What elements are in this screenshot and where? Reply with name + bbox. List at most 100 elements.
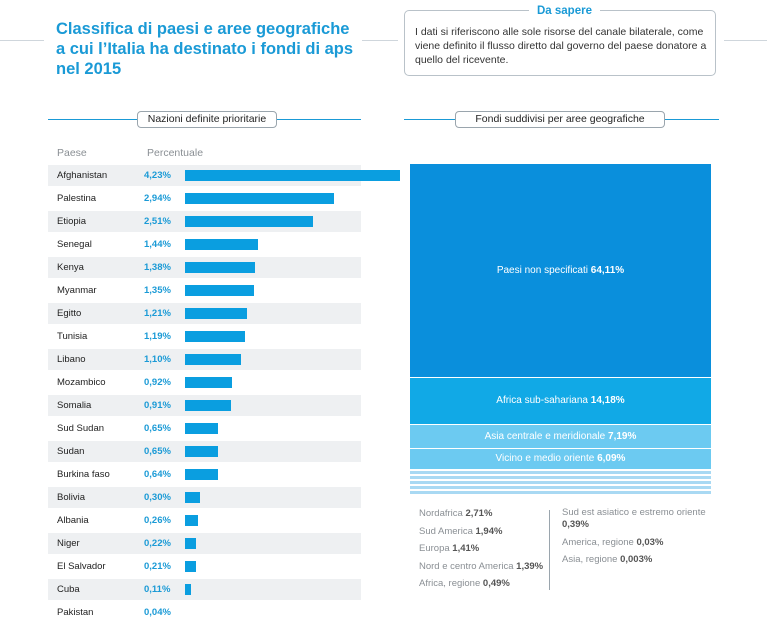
- bar-row: Etiopia 2,51%: [48, 211, 361, 232]
- country-label: Burkina faso: [57, 469, 110, 480]
- bar-row: Albania 0,26%: [48, 510, 361, 531]
- section-label-right: Fondi suddivisi per aree geografiche: [455, 111, 665, 128]
- legend-item: Africa, regione 0,49%: [419, 578, 510, 590]
- treemap-area-value: 14,18%: [590, 395, 625, 406]
- treemap-area-name: Africa sub-sahariana: [496, 395, 591, 406]
- country-label: Somalia: [57, 400, 92, 411]
- percent-label: 1,19%: [144, 331, 171, 342]
- legend-item: Asia, regione 0,003%: [562, 554, 722, 566]
- legend-area-name: Africa, regione: [419, 578, 483, 589]
- legend-divider: [549, 510, 550, 590]
- treemap-label: Vicino e medio oriente 6,09%: [410, 453, 711, 465]
- bar: [185, 538, 196, 549]
- country-label: Bolivia: [57, 492, 85, 503]
- legend-item: Nordafrica 2,71%: [419, 508, 492, 520]
- country-label: Sud Sudan: [57, 423, 105, 434]
- percent-label: 2,51%: [144, 216, 171, 227]
- country-label: Palestina: [57, 193, 97, 204]
- bar: [185, 170, 400, 181]
- country-label: Albania: [57, 515, 89, 526]
- percent-label: 1,21%: [144, 308, 171, 319]
- bar-row: Kenya 1,38%: [48, 257, 361, 278]
- percent-label: 4,23%: [144, 170, 171, 181]
- legend-item: Europa 1,41%: [419, 543, 479, 555]
- country-label: Tunisia: [57, 331, 88, 342]
- percent-label: 2,94%: [144, 193, 171, 204]
- percent-label: 0,92%: [144, 377, 171, 388]
- column-header-country: Paese: [57, 147, 87, 159]
- bar-row: Afghanistan 4,23%: [48, 165, 400, 186]
- bar-row: El Salvador 0,21%: [48, 556, 361, 577]
- bar: [185, 262, 255, 273]
- treemap-strip: [410, 491, 711, 494]
- treemap-area-value: 6,09%: [597, 453, 626, 464]
- legend-area-value: 1,39%: [516, 560, 544, 572]
- percent-label: 0,22%: [144, 538, 171, 549]
- legend-area-value: 0,03%: [636, 537, 664, 548]
- title-rule: [0, 40, 44, 41]
- bar: [185, 515, 198, 526]
- country-label: Sudan: [57, 446, 85, 457]
- treemap-area-name: Paesi non specificati: [496, 264, 591, 276]
- legend-area-name: America, regione: [562, 537, 637, 548]
- legend-item: Sud est asiatico e estremo oriente 0,39%: [562, 507, 722, 531]
- percent-label: 0,26%: [144, 515, 171, 526]
- bar-row: Cuba 0,11%: [48, 579, 361, 600]
- country-label: Egitto: [57, 308, 82, 319]
- bar: [185, 216, 313, 227]
- bar-row: Burkina faso 0,64%: [48, 464, 361, 485]
- bar: [185, 239, 258, 250]
- legend-area-name: Sud est asiatico e estremo oriente: [562, 507, 706, 518]
- percent-label: 1,38%: [144, 262, 171, 273]
- legend-item: Sud America 1,94%: [419, 526, 502, 538]
- bar: [185, 446, 218, 457]
- bar: [185, 492, 200, 503]
- bar: [185, 331, 245, 342]
- country-label: Libano: [57, 354, 86, 365]
- legend-area-name: Sud America: [419, 525, 476, 537]
- country-label: Pakistan: [57, 607, 94, 618]
- treemap-strip: [410, 476, 711, 479]
- country-label: Afghanistan: [57, 170, 108, 181]
- bar-row: Sudan 0,65%: [48, 441, 361, 462]
- bar: [185, 308, 247, 319]
- legend-area-name: Nord e centro America: [419, 560, 517, 572]
- country-label: Mozambico: [57, 377, 106, 388]
- legend-item: America, regione 0,03%: [562, 537, 722, 549]
- bar-row: Somalia 0,91%: [48, 395, 361, 416]
- bar-row: Palestina 2,94%: [48, 188, 361, 209]
- percent-label: 0,64%: [144, 469, 171, 480]
- bar: [185, 561, 196, 572]
- country-label: Niger: [57, 538, 80, 549]
- country-label: El Salvador: [57, 561, 106, 572]
- percent-label: 0,04%: [144, 607, 171, 618]
- bar-row: Mozambico 0,92%: [48, 372, 361, 393]
- bar-row: Pakistan 0,04%: [48, 602, 361, 623]
- treemap-area-name: Vicino e medio oriente: [495, 453, 598, 464]
- legend-area-value: 2,71%: [465, 508, 493, 519]
- country-label: Myanmar: [57, 285, 97, 296]
- bar: [185, 377, 232, 388]
- info-text: I dati si riferiscono alle sole risorse …: [415, 26, 707, 66]
- legend-area-name: Europa: [419, 543, 453, 554]
- page-title: Classifica di paesi e aree geografiche a…: [56, 20, 354, 78]
- treemap-area-value: 64,11%: [590, 264, 625, 276]
- percent-label: 1,35%: [144, 285, 171, 296]
- legend-area-name: Nordafrica: [419, 508, 466, 519]
- treemap-block: Asia centrale e meridionale 7,19%: [410, 425, 711, 448]
- treemap-area-name: Asia centrale e meridionale: [484, 430, 609, 442]
- bar-row: Myanmar 1,35%: [48, 280, 361, 301]
- bar-row: Tunisia 1,19%: [48, 326, 361, 347]
- country-label: Kenya: [57, 262, 84, 273]
- treemap-strip: [410, 481, 711, 484]
- percent-label: 1,10%: [144, 354, 171, 365]
- title-rule: [724, 40, 767, 41]
- treemap-label: Paesi non specificati 64,11%: [410, 265, 711, 277]
- legend-area-name: Asia, regione: [562, 554, 621, 565]
- percent-label: 0,91%: [144, 400, 171, 411]
- country-label: Etiopia: [57, 216, 87, 227]
- legend-area-value: 1,94%: [475, 525, 503, 537]
- percent-label: 0,21%: [144, 561, 171, 572]
- bar: [185, 400, 231, 411]
- legend-area-value: 0,39%: [562, 519, 589, 530]
